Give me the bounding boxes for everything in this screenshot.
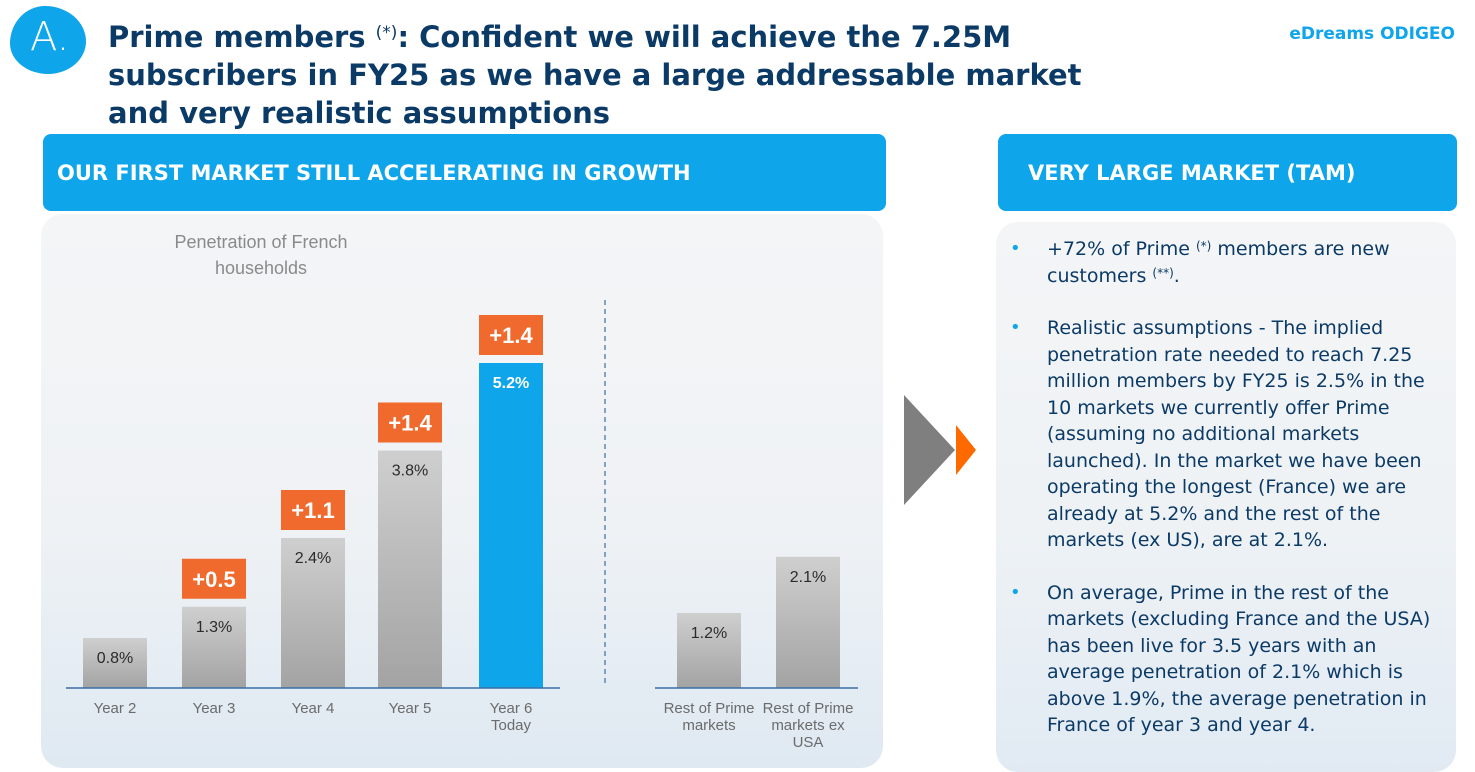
tam-bullets: +72% of Prime (*) members are new custom…: [1010, 236, 1450, 765]
chart-title: Penetration of French households: [174, 232, 347, 278]
title-footnote-marker: (*): [375, 23, 398, 43]
bar-value-label: 1.3%: [196, 619, 232, 636]
bar-value-label: 2.1%: [790, 569, 826, 586]
increment-badge: [378, 402, 442, 443]
increment-label: +1.4: [489, 323, 533, 348]
increment-label: +1.4: [388, 411, 432, 436]
page-title: Prime members (*): Confident we will ach…: [108, 18, 1138, 132]
x-tick-label: Rest of Prime markets: [664, 700, 755, 734]
bar-value-label: 5.2%: [493, 375, 529, 392]
bar: [776, 556, 840, 688]
bar: [378, 450, 442, 688]
title-rest: : Confident we will achieve the 7.25M su…: [108, 20, 1082, 130]
chart-panel: [41, 214, 883, 768]
x-tick-label: Year 6 Today: [490, 700, 533, 734]
bullet-new-customers: +72% of Prime (*) members are new custom…: [1010, 236, 1450, 289]
increment-badge: [479, 315, 543, 355]
bullet-average-penetration: On average, Prime in the rest of the mar…: [1010, 580, 1450, 739]
section-badge: A.: [10, 6, 86, 74]
increment-badge: [281, 490, 345, 530]
bar: [281, 538, 345, 688]
section-header-tam: VERY LARGE MARKET (TAM): [998, 134, 1457, 211]
x-tick-label: Rest of Prime markets ex USA: [763, 700, 854, 751]
bar: [182, 606, 246, 688]
section-letter: A.: [30, 14, 70, 60]
bar-value-label: 3.8%: [392, 463, 428, 480]
title-lead: Prime members: [108, 20, 376, 54]
brand-logo: eDreams ODIGEO: [1289, 24, 1455, 44]
arrow-icon: [904, 395, 976, 505]
bar: [83, 638, 147, 688]
bar-value-label: 2.4%: [295, 550, 331, 567]
section-header-growth: OUR FIRST MARKET STILL ACCELERATING IN G…: [43, 134, 886, 211]
increment-badge: [182, 558, 246, 599]
x-tick-label: Year 3: [193, 700, 236, 717]
bar: [677, 613, 741, 688]
bar-value-label: 1.2%: [691, 625, 727, 642]
bar-value-label: 0.8%: [97, 650, 133, 667]
increment-label: +0.5: [192, 567, 235, 592]
increment-label: +1.1: [291, 498, 334, 523]
bar: [479, 363, 543, 688]
x-tick-label: Year 5: [389, 700, 432, 717]
x-tick-label: Year 4: [292, 700, 335, 717]
x-tick-label: Year 2: [94, 700, 137, 717]
bullet-realistic-assumptions: Realistic assumptions - The implied pene…: [1010, 315, 1450, 554]
